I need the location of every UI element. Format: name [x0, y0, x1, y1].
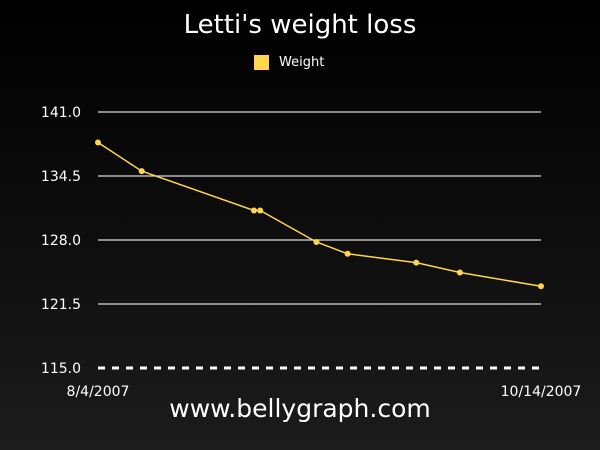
y-tick-label: 121.5 — [41, 297, 81, 313]
data-point — [456, 269, 463, 276]
y-tick-label: 134.5 — [41, 169, 81, 185]
data-point — [257, 207, 264, 214]
data-point — [313, 239, 320, 245]
data-point — [95, 139, 101, 146]
y-tick-label: 115.0 — [41, 361, 81, 377]
data-point — [251, 207, 257, 214]
y-tick-label: 141.0 — [41, 105, 81, 121]
data-point — [138, 168, 145, 175]
data-point — [344, 250, 351, 257]
x-tick-label: 8/4/2007 — [67, 384, 130, 400]
chart-legend: Weight — [254, 53, 324, 71]
data-point — [538, 283, 544, 290]
data-point — [413, 259, 420, 266]
website-footer: www.bellygraph.com — [169, 394, 431, 423]
series-line-weight — [97, 141, 542, 288]
legend-swatch — [254, 54, 269, 70]
y-tick-label: 128.0 — [41, 233, 81, 249]
chart-title: Letti's weight loss — [183, 10, 417, 40]
legend-label-weight: Weight — [279, 54, 325, 70]
x-tick-label: 10/14/2007 — [501, 384, 582, 400]
